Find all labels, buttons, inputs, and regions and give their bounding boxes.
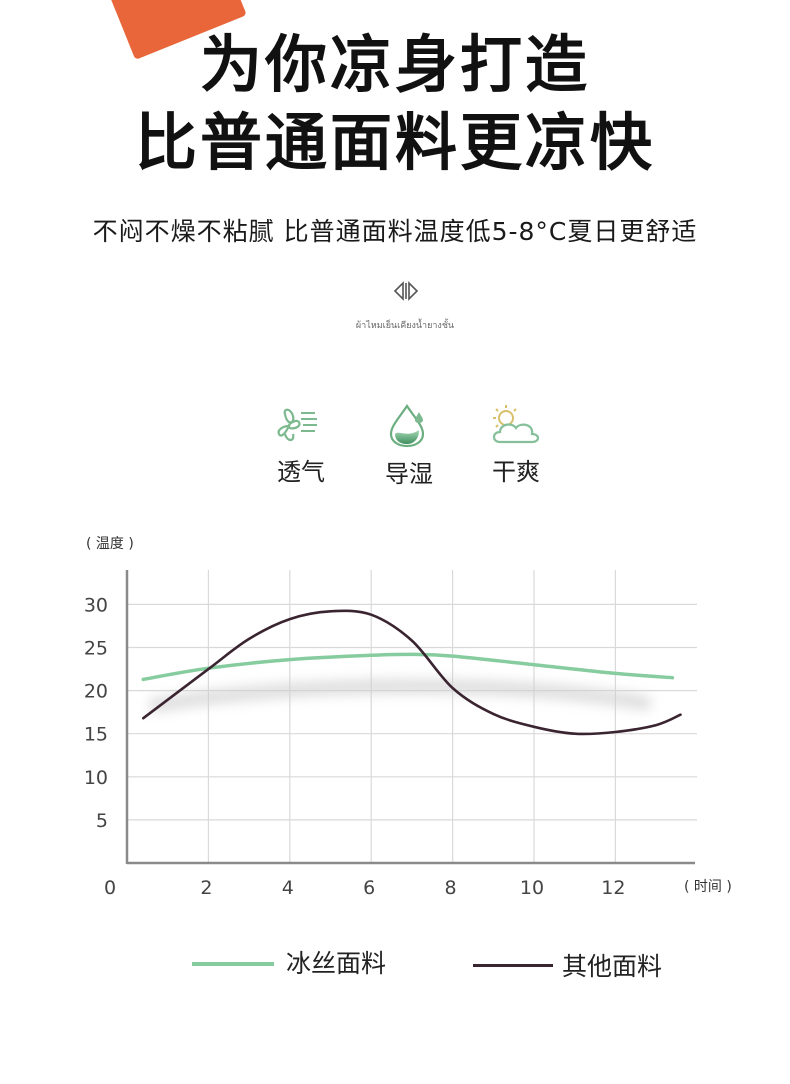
legend-swatch-ice-silk — [192, 962, 274, 966]
feature-label-dry: 干爽 — [492, 458, 540, 486]
breathable-fan-icon — [277, 408, 317, 442]
x-tick-label: 2 — [200, 877, 212, 899]
subtitle: 不闷不燥不粘腻 比普通面料温度低5-8°C夏日更舒适 — [92, 217, 698, 246]
y-tick-label: 5 — [96, 810, 108, 832]
legend-label-ice-silk: 冰丝面料 — [286, 949, 387, 978]
y-tick-label: 10 — [84, 767, 108, 789]
headline-line-2: 比普通面料更凉快 — [134, 106, 655, 179]
feature-label-wicking: 导湿 — [385, 460, 433, 488]
feature-label-breathable: 透气 — [277, 458, 325, 486]
temperature-chart: 5 10 15 20 25 30 0 2 4 6 8 10 12 ( 温度 ) ( 时间 ) — [84, 536, 732, 899]
series-line-other-fabric — [142, 609, 682, 736]
x-tick-label: 12 — [601, 877, 625, 899]
feature-dry: 干爽 — [461, 404, 571, 487]
legend-label-other-fabric: 其他面料 — [562, 952, 663, 981]
tick-labels: 5 10 15 20 25 30 0 2 4 6 8 10 12 — [84, 594, 626, 899]
feature-wicking: 导湿 — [354, 404, 464, 489]
x-tick-label: 0 — [104, 877, 116, 899]
water-drop-icon — [389, 404, 425, 448]
x-tick-label: 6 — [363, 877, 375, 899]
legend-swatch-other-fabric — [473, 964, 553, 967]
x-axis-label: ( 时间 ) — [684, 879, 732, 895]
y-tick-label: 20 — [84, 681, 108, 703]
x-tick-label: 8 — [445, 877, 457, 899]
diamond-arrows-icon — [393, 281, 419, 301]
grid-lines — [127, 570, 697, 863]
feature-breathable: 透气 — [246, 404, 356, 487]
y-axis-label: ( 温度 ) — [86, 536, 134, 552]
y-tick-label: 25 — [84, 638, 108, 660]
headline-line-1: 为你凉身打造 — [199, 28, 590, 101]
x-tick-label: 10 — [520, 877, 544, 899]
thai-caption: ผ้าไหมเย็นเคียงน้ำยางชั้น — [355, 321, 455, 331]
y-tick-label: 30 — [84, 594, 108, 616]
series-line-ice-silk — [141, 652, 675, 682]
y-tick-label: 15 — [84, 724, 108, 746]
x-tick-label: 4 — [282, 877, 294, 899]
sun-cloud-icon — [492, 405, 540, 444]
shadow-band — [148, 679, 652, 713]
